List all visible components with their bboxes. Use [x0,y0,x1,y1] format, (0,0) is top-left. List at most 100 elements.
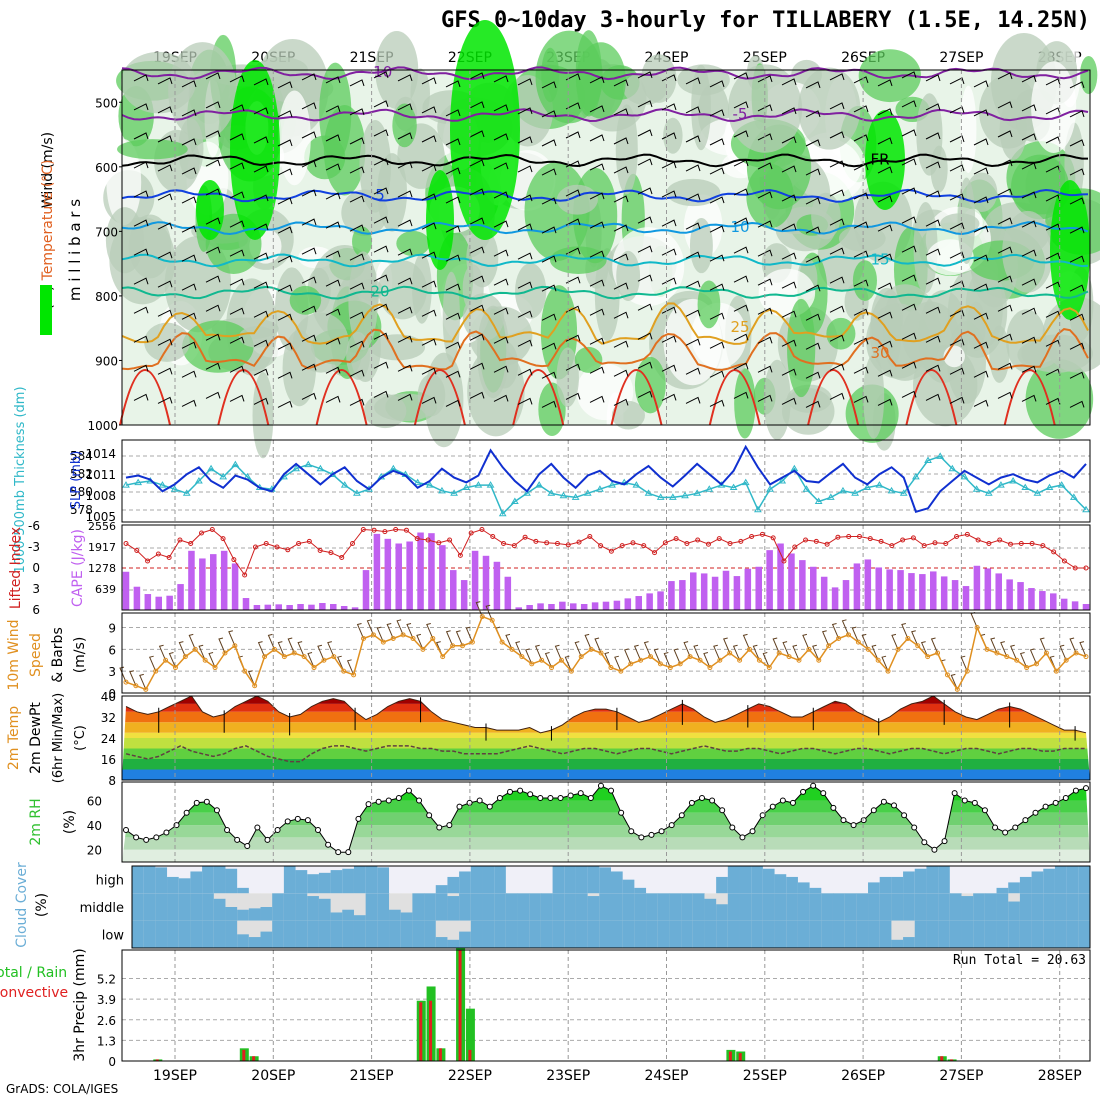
li-point [1051,549,1057,555]
wind-barb [709,138,725,146]
wind-barb [589,308,605,316]
slp-tick-label: 1008 [85,489,116,503]
cloud-level-label: low [102,928,125,943]
rh-point [648,831,655,838]
wind-barb [733,391,749,399]
rh-region [144,322,190,362]
wind-point [489,617,495,623]
cape-bar [897,570,904,610]
cape-bar [755,566,762,610]
li-point [792,544,798,550]
cape-tick-label: 1278 [88,562,116,575]
wind-point [262,654,268,660]
li-point [910,535,916,541]
precip-conv-bar [728,1051,732,1061]
wind-barb [229,278,245,286]
rh-region [746,163,794,229]
li-point [932,540,938,546]
wind-barb [373,303,389,311]
wind-barb-10m [742,633,750,650]
cloud-bg-cell [832,866,846,894]
wind-barb-10m [653,648,661,665]
wind-point [341,668,347,674]
wind-point [786,654,792,660]
wind-barb [229,191,245,199]
rh-point [436,824,443,831]
wind-barb [781,223,797,231]
rh-point [476,797,483,804]
wind-barb [997,101,1013,109]
wind-point [400,632,406,638]
wind-barb [517,107,533,115]
rh-point [608,787,615,794]
rh-region [538,382,566,437]
wind-barb [349,137,365,145]
wind-barb [517,223,533,231]
wind-point [905,635,911,641]
wind-barb [181,109,197,117]
wind-barb [397,277,413,285]
wind-barb [445,80,461,88]
wind-barb [973,312,989,320]
cloud-cell [809,893,822,921]
li-point [749,534,755,539]
li-point [328,550,334,556]
isotherm-label: 20 [370,283,389,301]
cloud-bg-cell [272,866,285,894]
wind-barb [541,168,557,176]
isotherm-line [121,253,1089,268]
wind-barb [301,305,317,313]
cloud-cell [669,893,682,921]
wind-barb [181,312,197,320]
cloud-bg-cell [692,866,705,894]
rh-point [638,834,645,841]
wind-barb [301,218,317,226]
rh-tick-label: 20 [87,844,102,858]
cloud-cell [353,920,367,948]
wind-barb [685,193,701,201]
pressure-tick-label: 500 [95,96,118,110]
li-point [954,534,960,539]
rh-point [1022,817,1029,824]
wind-point [440,654,446,660]
rh-region [691,64,711,151]
wind-barb [133,335,149,343]
wind-barb-10m [604,652,612,668]
wind-barb [613,369,629,377]
rh-point [941,838,948,845]
wind-barb-10m [544,652,553,668]
thickness-point [656,493,665,500]
rh-point [901,812,908,819]
wind-barb [133,190,149,198]
li-point [393,527,399,532]
thickness-point [207,464,215,472]
rh-region [763,359,791,441]
cape-bar [504,576,512,610]
li-point [803,537,809,543]
li-point [608,548,614,554]
wind-point [915,643,921,649]
wind-barb-10m [891,633,899,650]
wind-barb [421,135,437,143]
wind-barb [949,396,965,404]
wind-barb [541,400,557,408]
wind-point [717,657,723,663]
rh-region [264,73,334,104]
legend-temperature: Temperature (°C) [40,160,56,282]
y-axis-label-precip: 3hr Precip (mm) [72,948,88,1061]
wind-barb-10m [723,637,731,654]
wind-barb [1045,107,1061,115]
li-point [317,548,323,553]
wind-barb [229,365,245,373]
wind-point [1014,657,1020,663]
precip-conv-bar [940,1056,944,1061]
wind-barb [349,79,365,87]
cloud-cell [692,893,705,921]
thickness-point [1082,505,1090,513]
li-point [209,527,215,532]
wind-barb [181,138,197,146]
wind-barb [349,195,365,203]
wind-barb [877,195,893,203]
cape-bar [962,586,970,610]
wind-barb [253,339,269,347]
